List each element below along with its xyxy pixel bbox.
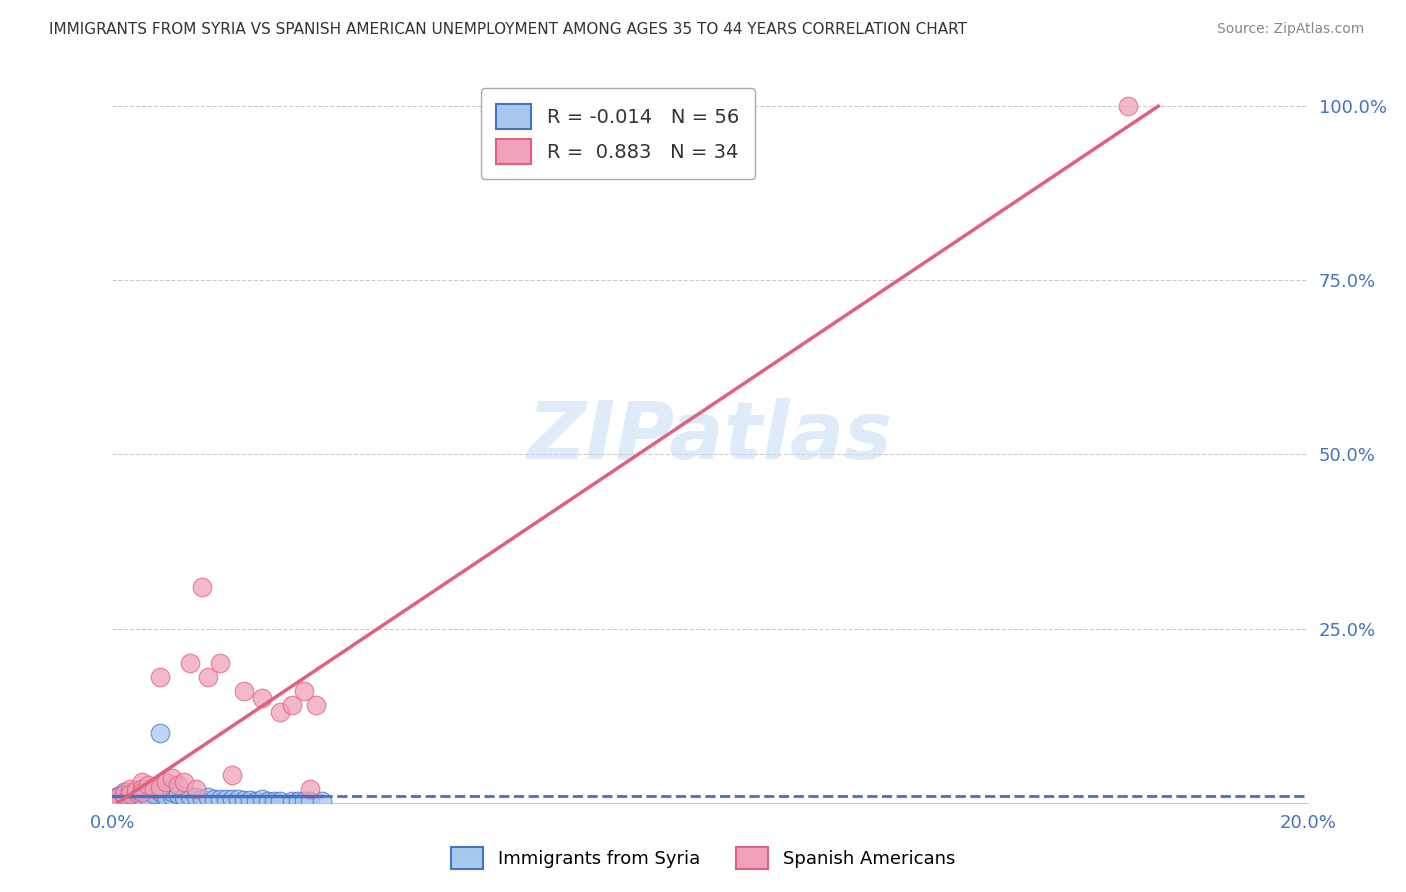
Point xyxy=(107,792,129,806)
Point xyxy=(131,788,153,802)
Point xyxy=(125,790,148,805)
Point xyxy=(209,657,232,671)
Point xyxy=(125,783,148,797)
Point xyxy=(143,788,166,802)
Point xyxy=(305,698,328,713)
Point xyxy=(155,775,177,789)
Point xyxy=(125,785,148,799)
Point xyxy=(114,785,135,799)
Point xyxy=(257,794,280,808)
Point xyxy=(149,726,172,740)
Point xyxy=(202,792,225,806)
Text: ZIPatlas: ZIPatlas xyxy=(527,398,893,476)
Point xyxy=(173,790,195,805)
Point xyxy=(221,768,243,782)
Legend: Immigrants from Syria, Spanish Americans: Immigrants from Syria, Spanish Americans xyxy=(441,838,965,879)
Point xyxy=(120,792,142,806)
Point xyxy=(162,772,183,786)
Point xyxy=(292,794,315,808)
Point xyxy=(215,792,238,806)
Point xyxy=(120,789,142,803)
Point xyxy=(149,785,172,799)
Point xyxy=(155,790,177,805)
Point xyxy=(143,785,166,799)
Point xyxy=(250,792,273,806)
Point xyxy=(107,790,129,805)
Point xyxy=(167,788,190,802)
Point xyxy=(149,670,172,684)
Point xyxy=(114,790,135,805)
Point xyxy=(263,794,285,808)
Point xyxy=(138,778,160,792)
Point xyxy=(125,789,148,803)
Point xyxy=(120,790,142,805)
Point xyxy=(298,794,321,808)
Point xyxy=(120,781,142,796)
Point xyxy=(269,705,291,719)
Point xyxy=(250,691,273,706)
Point xyxy=(120,788,142,802)
Point xyxy=(125,791,148,805)
Point xyxy=(107,789,129,803)
Point xyxy=(120,785,142,799)
Point xyxy=(298,781,321,796)
Point xyxy=(197,790,219,805)
Legend: R = -0.014   N = 56, R =  0.883   N = 34: R = -0.014 N = 56, R = 0.883 N = 34 xyxy=(481,88,755,179)
Point xyxy=(131,785,153,799)
Point xyxy=(186,790,208,805)
Point xyxy=(1118,99,1140,113)
Point xyxy=(281,698,304,713)
Point xyxy=(167,778,190,792)
Point xyxy=(162,785,183,799)
Point xyxy=(186,781,208,796)
Point xyxy=(131,781,153,796)
Point xyxy=(143,781,166,796)
Point xyxy=(287,794,309,808)
Point xyxy=(269,794,291,808)
Point xyxy=(138,789,160,803)
Point xyxy=(245,794,267,808)
Point xyxy=(114,788,135,802)
Point xyxy=(155,788,177,802)
Point xyxy=(120,788,142,802)
Point xyxy=(226,792,249,806)
Point xyxy=(138,785,160,799)
Point xyxy=(281,794,304,808)
Point xyxy=(179,657,201,671)
Point xyxy=(239,793,262,807)
Point xyxy=(107,792,129,806)
Point xyxy=(114,789,135,803)
Point xyxy=(191,580,214,594)
Point xyxy=(131,789,153,803)
Point xyxy=(114,791,135,805)
Point xyxy=(131,775,153,789)
Point xyxy=(138,781,160,796)
Text: Source: ZipAtlas.com: Source: ZipAtlas.com xyxy=(1216,22,1364,37)
Point xyxy=(233,793,256,807)
Point xyxy=(179,789,201,803)
Point xyxy=(107,790,129,805)
Point xyxy=(131,790,153,805)
Point xyxy=(143,781,166,796)
Point xyxy=(149,780,172,795)
Point xyxy=(114,788,135,802)
Point xyxy=(221,792,243,806)
Point xyxy=(311,794,333,808)
Point xyxy=(138,790,160,805)
Point xyxy=(233,684,256,698)
Point xyxy=(191,792,214,806)
Point xyxy=(125,785,148,799)
Point xyxy=(131,785,153,799)
Point xyxy=(209,791,232,805)
Point xyxy=(197,670,219,684)
Point xyxy=(162,789,183,803)
Point xyxy=(292,684,315,698)
Point xyxy=(173,775,195,789)
Text: IMMIGRANTS FROM SYRIA VS SPANISH AMERICAN UNEMPLOYMENT AMONG AGES 35 TO 44 YEARS: IMMIGRANTS FROM SYRIA VS SPANISH AMERICA… xyxy=(49,22,967,37)
Point xyxy=(120,791,142,805)
